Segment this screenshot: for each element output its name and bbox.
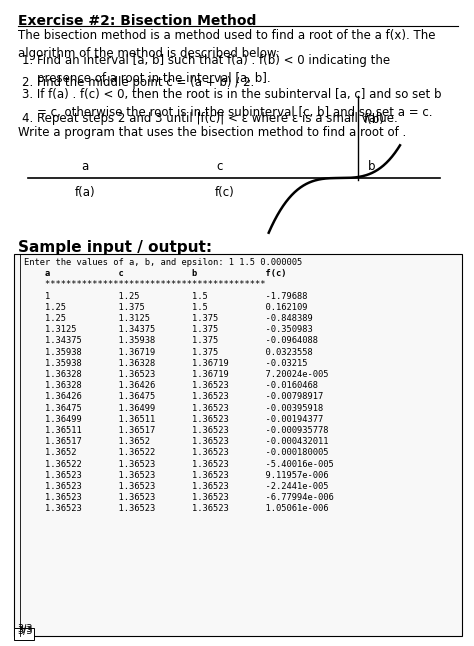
Text: Enter the values of a, b, and epsilon: 1 1.5 0.000005: Enter the values of a, b, and epsilon: 1…: [24, 258, 302, 267]
Text: 1. Find an interval [a, b] such that f(a) . f(b) < 0 indicating the
    presence: 1. Find an interval [a, b] such that f(a…: [22, 54, 390, 85]
Text: 1.34375       1.35938       1.375         -0.0964088: 1.34375 1.35938 1.375 -0.0964088: [24, 337, 318, 346]
Text: 1.36328       1.36523       1.36719       7.20024e-005: 1.36328 1.36523 1.36719 7.20024e-005: [24, 370, 328, 379]
Text: f(b): f(b): [364, 114, 385, 127]
Text: 3/3: 3/3: [17, 626, 33, 636]
Text: 1.36499       1.36511       1.36523       -0.00194377: 1.36499 1.36511 1.36523 -0.00194377: [24, 415, 323, 424]
Text: 1.35938       1.36719       1.375         0.0323558: 1.35938 1.36719 1.375 0.0323558: [24, 348, 313, 357]
Text: 1.36426       1.36475       1.36523       -0.00798917: 1.36426 1.36475 1.36523 -0.00798917: [24, 392, 323, 401]
Text: f(a): f(a): [75, 186, 95, 199]
Text: Write a program that uses the bisection method to find a root of .: Write a program that uses the bisection …: [18, 126, 406, 139]
Text: 3/3: 3/3: [17, 624, 33, 634]
Text: 3. If f(a) . f(c) < 0, then the root is in the subinterval [a, c] and so set b
 : 3. If f(a) . f(c) < 0, then the root is …: [22, 88, 441, 119]
Bar: [14, 254, 462, 636]
Text: Sample input / output:: Sample input / output:: [18, 240, 212, 255]
Text: 1.36328       1.36426       1.36523       -0.0160468: 1.36328 1.36426 1.36523 -0.0160468: [24, 381, 318, 390]
Text: 4. Repeat steps 2 and 3 until |f(c)| < ε where ε is a small value.: 4. Repeat steps 2 and 3 until |f(c)| < ε…: [22, 112, 398, 125]
Text: 1.36523       1.36523       1.36523       -2.2441e-005: 1.36523 1.36523 1.36523 -2.2441e-005: [24, 482, 328, 491]
Text: 1.3652        1.36522       1.36523       -0.000180005: 1.3652 1.36522 1.36523 -0.000180005: [24, 448, 328, 457]
Text: a             c             b             f(c): a c b f(c): [24, 269, 286, 278]
Text: 1             1.25          1.5           -1.79688: 1 1.25 1.5 -1.79688: [24, 291, 308, 300]
Text: 1.36517       1.3652        1.36523       -0.000432011: 1.36517 1.3652 1.36523 -0.000432011: [24, 437, 328, 446]
Bar: [14, 628, 34, 640]
Text: 1.35938       1.36328       1.36719       -0.03215: 1.35938 1.36328 1.36719 -0.03215: [24, 359, 308, 368]
Text: a: a: [82, 160, 89, 173]
Text: f(c): f(c): [215, 186, 235, 199]
Text: 1.25          1.375         1.5           0.162109: 1.25 1.375 1.5 0.162109: [24, 303, 308, 312]
Text: 1.36523       1.36523       1.36523       -6.77994e-006: 1.36523 1.36523 1.36523 -6.77994e-006: [24, 493, 334, 502]
Text: Exercise #2: Bisection Method: Exercise #2: Bisection Method: [18, 14, 256, 28]
Text: 2. Find the middle point c = (a + b) / 2.: 2. Find the middle point c = (a + b) / 2…: [22, 76, 254, 89]
Text: ******************************************: ****************************************…: [24, 280, 265, 289]
Text: 1.36523       1.36523       1.36523       1.05061e-006: 1.36523 1.36523 1.36523 1.05061e-006: [24, 505, 328, 514]
Text: 1.25          1.3125        1.375         -0.848389: 1.25 1.3125 1.375 -0.848389: [24, 314, 313, 323]
Text: 1.36511       1.36517       1.36523       -0.000935778: 1.36511 1.36517 1.36523 -0.000935778: [24, 426, 328, 435]
Text: The bisection method is a method used to find a root of the a f(x). The
algorith: The bisection method is a method used to…: [18, 29, 436, 60]
Text: 1.3125        1.34375       1.375         -0.350983: 1.3125 1.34375 1.375 -0.350983: [24, 325, 313, 334]
Text: 1.36475       1.36499       1.36523       -0.00395918: 1.36475 1.36499 1.36523 -0.00395918: [24, 404, 323, 413]
Text: 1.36522       1.36523       1.36523       -5.40016e-005: 1.36522 1.36523 1.36523 -5.40016e-005: [24, 459, 334, 468]
Text: b: b: [368, 160, 376, 173]
Text: c: c: [217, 160, 223, 173]
Text: 1.36523       1.36523       1.36523       9.11957e-006: 1.36523 1.36523 1.36523 9.11957e-006: [24, 471, 328, 480]
